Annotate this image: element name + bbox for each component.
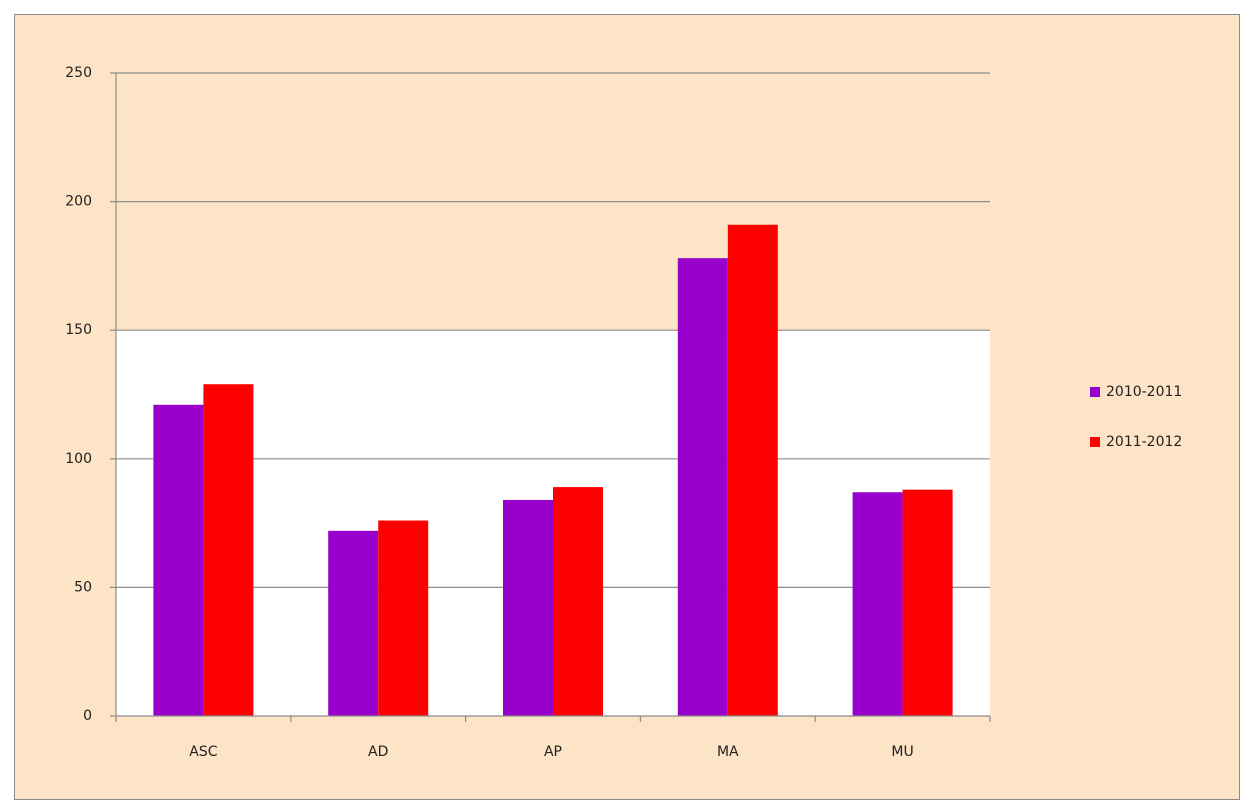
y-tick-label: 50 (74, 579, 92, 595)
x-tick-label: ASC (189, 744, 217, 760)
y-tick-label: 100 (65, 451, 92, 467)
bar (727, 224, 778, 717)
legend-swatch (1090, 387, 1100, 397)
bar (852, 492, 903, 716)
y-tick-label: 0 (83, 708, 92, 724)
bar (203, 384, 254, 716)
bar (153, 404, 204, 716)
y-tick-label: 200 (65, 194, 92, 210)
legend-label: 2010-2011 (1106, 384, 1182, 400)
y-tick-label: 150 (65, 322, 92, 338)
bar (553, 487, 603, 716)
bar (328, 530, 379, 716)
bar (677, 258, 728, 716)
x-tick-label: AP (544, 744, 562, 760)
y-tick-label: 250 (65, 65, 92, 81)
x-tick-label: AD (368, 744, 388, 760)
x-tick-label: MU (891, 744, 913, 760)
bar (378, 520, 429, 716)
bar (902, 489, 953, 716)
x-tick-label: MA (717, 744, 739, 760)
bar (503, 499, 553, 716)
legend-label: 2011-2012 (1106, 434, 1182, 450)
legend-swatch (1090, 437, 1100, 447)
